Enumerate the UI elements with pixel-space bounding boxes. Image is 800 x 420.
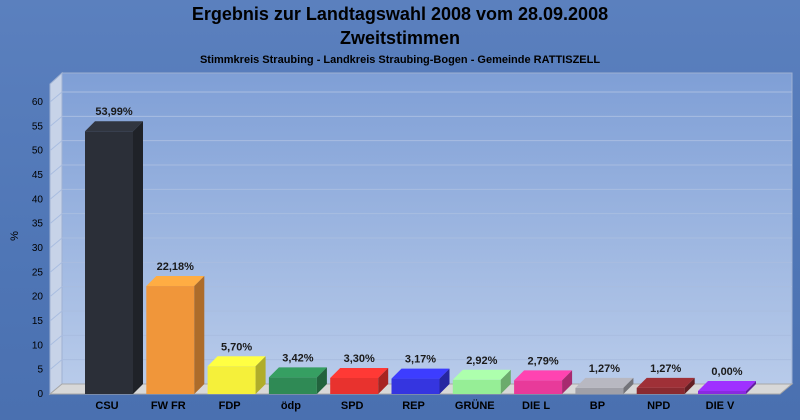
x-tick-label: REP	[402, 400, 425, 412]
bar-NPD: 1,27%	[636, 363, 695, 394]
data-label: 2,92%	[466, 355, 497, 367]
data-label: 1,27%	[589, 363, 620, 375]
bar-DIE V: 0,00%	[698, 366, 756, 394]
chart-title: Ergebnis zur Landtagswahl 2008 vom 28.09…	[191, 4, 609, 24]
bar-DIE L: 2,79%	[514, 355, 573, 394]
data-label: 1,27%	[650, 363, 681, 375]
bar-side	[255, 356, 266, 394]
data-label: 0,00%	[711, 366, 742, 378]
chart-region-label: Stimmkreis Straubing - Landkreis Straubi…	[199, 54, 601, 66]
bar-side	[316, 367, 327, 394]
bar-top	[146, 276, 205, 287]
bar-top	[391, 368, 450, 379]
grid-line-side	[49, 164, 63, 176]
x-tick-label: FW FR	[151, 400, 186, 412]
y-tick-label: 30	[32, 243, 44, 254]
bar-front	[268, 377, 317, 394]
bar-top	[207, 356, 266, 367]
bar-REP: 3,17%	[391, 354, 450, 394]
bar-GRÜNE: 2,92%	[452, 355, 511, 394]
bar-top	[575, 377, 634, 388]
bar-side	[500, 369, 511, 394]
data-label: 3,17%	[405, 354, 436, 366]
y-tick-label: 60	[32, 97, 44, 108]
bar-top	[330, 367, 389, 378]
bar-side	[623, 377, 634, 394]
bar-front	[575, 387, 624, 394]
x-tick-label: BP	[590, 400, 605, 412]
grid-line-side	[49, 140, 63, 152]
x-tick-label: SPD	[341, 400, 364, 412]
y-tick-label: 40	[32, 194, 44, 205]
y-tick-label: 10	[32, 340, 44, 351]
grid-line-side	[49, 334, 63, 346]
bar-side	[194, 276, 205, 394]
y-tick-label: 5	[37, 365, 43, 376]
bar-side	[133, 121, 143, 395]
grid-line-side	[49, 91, 63, 103]
bar-top	[698, 381, 756, 391]
grid-line-side	[49, 261, 63, 273]
grid-line-side	[49, 359, 63, 371]
bar-front	[391, 378, 440, 394]
grid-line-side	[49, 310, 63, 322]
grid-line-side	[49, 115, 63, 127]
grid-line-side	[49, 237, 63, 249]
grid-line-side	[49, 286, 63, 298]
bar-side	[439, 368, 450, 394]
bar-front	[514, 380, 563, 394]
grid-line-side	[49, 213, 63, 225]
x-tick-label: CSU	[95, 400, 118, 412]
y-tick-label: 50	[32, 146, 44, 157]
y-tick-label: 15	[32, 316, 44, 327]
y-axis-label: %	[9, 231, 21, 241]
bar-side	[562, 370, 573, 394]
data-label: 5,70%	[221, 341, 252, 353]
bar-front	[452, 379, 501, 394]
bar-side	[684, 377, 695, 394]
bar-FW FR: 22,18%	[146, 261, 205, 394]
x-tick-label: GRÜNE	[455, 399, 495, 412]
bar-top	[452, 369, 511, 380]
x-tick-label: DIE L	[522, 400, 550, 412]
data-label: 3,30%	[344, 353, 375, 365]
bar-FDP: 5,70%	[207, 341, 266, 394]
y-tick-label: 25	[32, 267, 44, 278]
bar-front	[698, 391, 746, 394]
bar-CSU: 53,99%	[85, 106, 143, 395]
x-tick-label: DIE V	[706, 400, 735, 412]
data-label: 22,18%	[157, 261, 195, 273]
bar-top	[268, 367, 327, 378]
data-label: 3,42%	[282, 352, 313, 364]
bar-SPD: 3,30%	[330, 353, 389, 394]
bar-top	[636, 377, 695, 388]
bar-front	[85, 131, 133, 395]
bar-top	[85, 121, 143, 132]
bar-BP: 1,27%	[575, 363, 634, 394]
bar-front	[207, 366, 256, 394]
bar-front	[636, 387, 685, 394]
data-label: 53,99%	[95, 106, 133, 118]
bar-ödp: 3,42%	[268, 352, 327, 394]
data-label: 2,79%	[527, 355, 558, 367]
bar-front	[146, 286, 195, 394]
bar-front	[330, 377, 379, 394]
y-tick-label: 55	[32, 121, 44, 132]
grid-line-side	[49, 188, 63, 200]
chart-subtitle: Zweitstimmen	[339, 28, 461, 48]
x-tick-label: ödp	[281, 400, 301, 412]
y-tick-label: 45	[32, 170, 44, 181]
y-tick-label: 0	[37, 389, 43, 400]
bar-top	[514, 370, 573, 381]
bar-side	[746, 381, 756, 394]
y-tick-label: 35	[32, 219, 44, 230]
x-tick-label: FDP	[219, 400, 241, 412]
x-tick-label: NPD	[647, 400, 670, 412]
y-tick-label: 20	[32, 292, 44, 303]
bar-side	[378, 367, 389, 394]
